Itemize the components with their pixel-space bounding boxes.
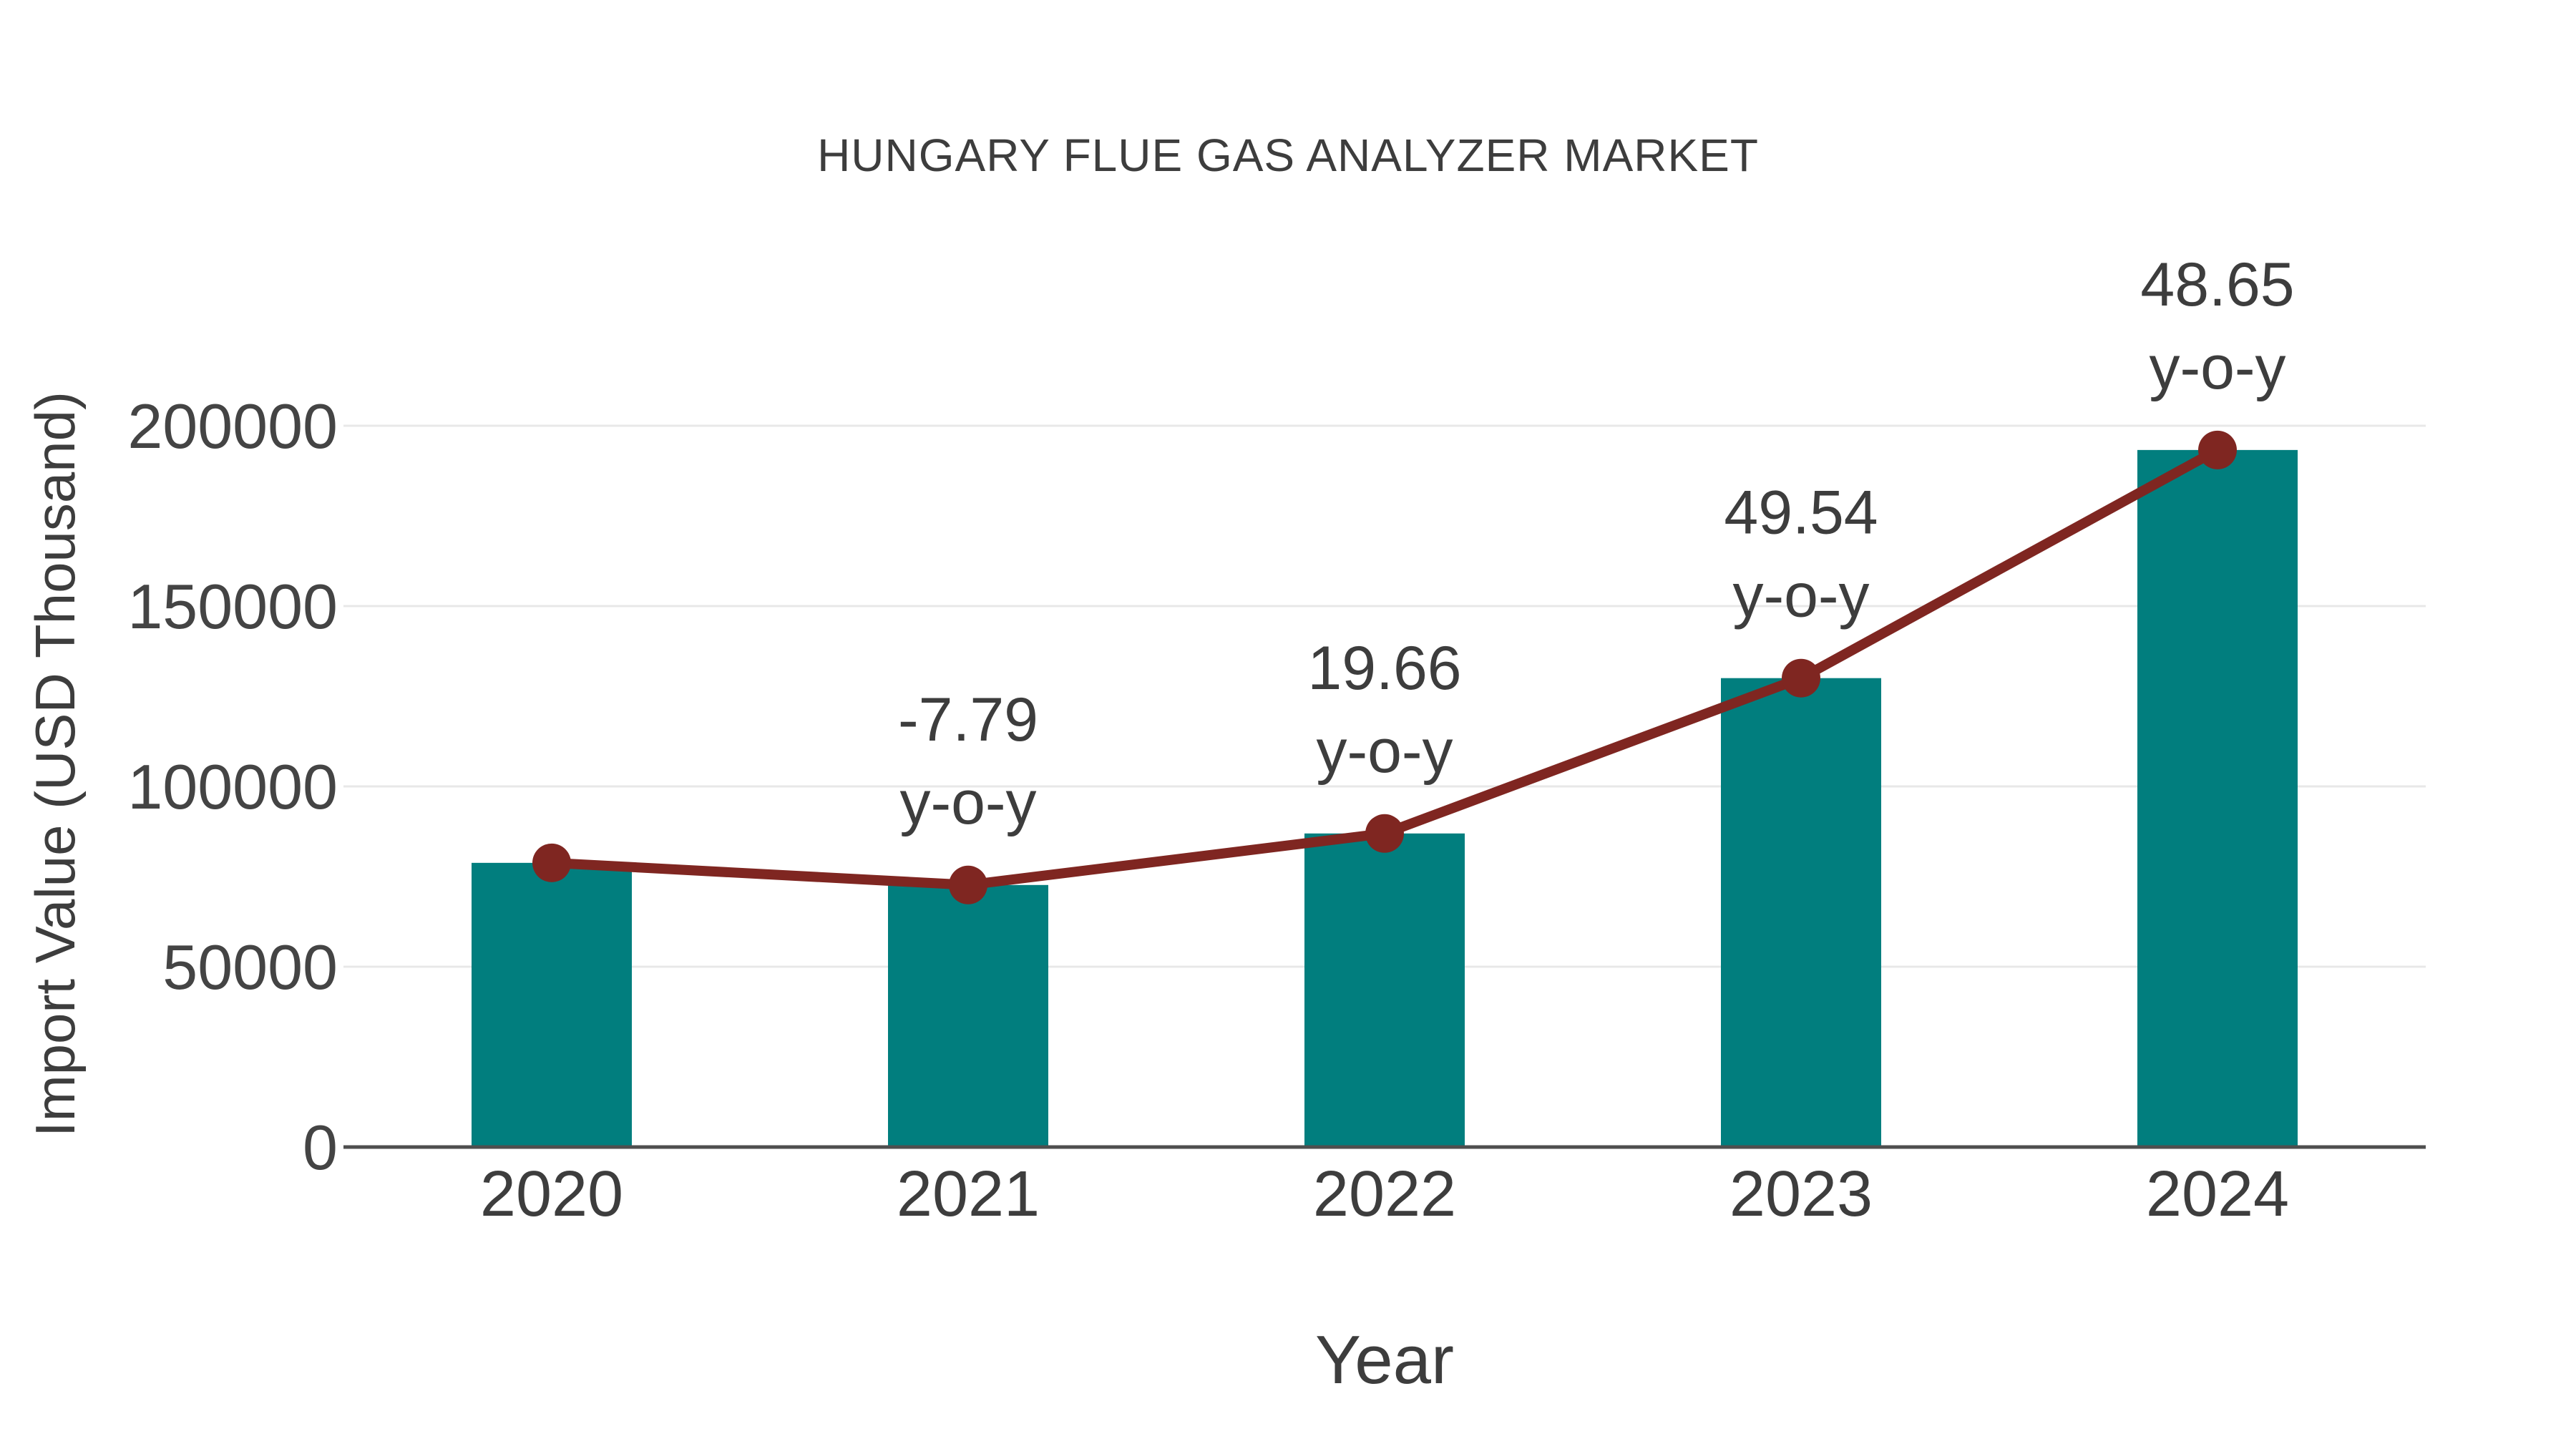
point-label-value-2022: 19.66 bbox=[1307, 634, 1461, 703]
x-tick-label-2024: 2024 bbox=[2146, 1158, 2289, 1230]
y-tick-label-100000: 100000 bbox=[127, 751, 338, 822]
bar-2024 bbox=[2137, 449, 2298, 1147]
point-label-value-2023: 49.54 bbox=[1724, 479, 1878, 547]
y-tick-label-150000: 150000 bbox=[127, 571, 338, 642]
bar-2020 bbox=[472, 862, 632, 1147]
marker-2021 bbox=[949, 865, 987, 904]
x-tick-label-2023: 2023 bbox=[1729, 1158, 1873, 1230]
x-axis-title: Year bbox=[1315, 1322, 1454, 1398]
y-tick-label-50000: 50000 bbox=[162, 932, 338, 1002]
point-label-value-2021: -7.79 bbox=[898, 686, 1038, 754]
bar-2023 bbox=[1721, 678, 1881, 1147]
marker-2023 bbox=[1782, 658, 1820, 698]
point-label-suffix-2024: y-o-y bbox=[2149, 333, 2285, 402]
x-tick-label-2022: 2022 bbox=[1313, 1158, 1456, 1230]
chart-title: HUNGARY FLUE GAS ANALYZER MARKET bbox=[817, 130, 1759, 181]
x-tick-label-2020: 2020 bbox=[480, 1158, 623, 1230]
marker-2020 bbox=[532, 843, 571, 882]
y-axis-title: Import Value (USD Thousand) bbox=[24, 391, 87, 1137]
point-label-value-2024: 48.65 bbox=[2140, 250, 2294, 319]
point-label-suffix-2023: y-o-y bbox=[1732, 562, 1869, 630]
marker-2022 bbox=[1365, 814, 1404, 853]
bar-2022 bbox=[1304, 833, 1465, 1147]
point-label-suffix-2021: y-o-y bbox=[899, 769, 1036, 837]
y-tick-label-200000: 200000 bbox=[127, 391, 338, 462]
point-label-suffix-2022: y-o-y bbox=[1316, 717, 1453, 786]
x-tick-label-2021: 2021 bbox=[897, 1158, 1040, 1230]
bar-2021 bbox=[888, 884, 1048, 1147]
marker-2024 bbox=[2198, 430, 2237, 469]
y-tick-label-0: 0 bbox=[303, 1112, 338, 1183]
